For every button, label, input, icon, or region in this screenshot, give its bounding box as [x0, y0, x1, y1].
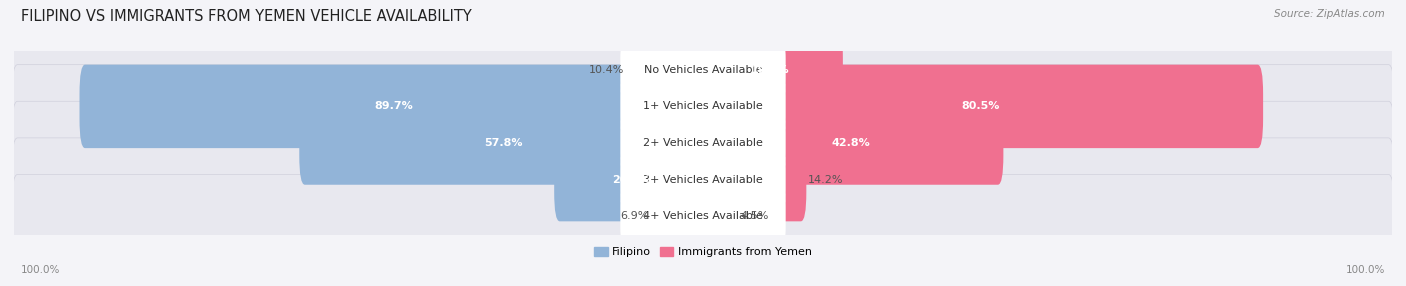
Text: 19.5%: 19.5% [751, 65, 790, 75]
Legend: Filipino, Immigrants from Yemen: Filipino, Immigrants from Yemen [591, 243, 815, 262]
FancyBboxPatch shape [697, 174, 740, 258]
Text: No Vehicles Available: No Vehicles Available [644, 65, 762, 75]
Text: 4.5%: 4.5% [741, 211, 769, 221]
FancyBboxPatch shape [299, 101, 709, 185]
Text: 100.0%: 100.0% [21, 265, 60, 275]
Text: 20.8%: 20.8% [612, 175, 651, 184]
Text: FILIPINO VS IMMIGRANTS FROM YEMEN VEHICLE AVAILABILITY: FILIPINO VS IMMIGRANTS FROM YEMEN VEHICL… [21, 9, 472, 23]
Text: 100.0%: 100.0% [1346, 265, 1385, 275]
FancyBboxPatch shape [697, 65, 1263, 148]
FancyBboxPatch shape [554, 138, 709, 221]
Text: 89.7%: 89.7% [374, 102, 413, 111]
Text: 3+ Vehicles Available: 3+ Vehicles Available [643, 175, 763, 184]
FancyBboxPatch shape [697, 101, 1004, 185]
Text: 4+ Vehicles Available: 4+ Vehicles Available [643, 211, 763, 221]
FancyBboxPatch shape [626, 28, 709, 112]
FancyBboxPatch shape [697, 28, 842, 112]
FancyBboxPatch shape [697, 138, 807, 221]
Text: 2+ Vehicles Available: 2+ Vehicles Available [643, 138, 763, 148]
FancyBboxPatch shape [650, 174, 709, 258]
FancyBboxPatch shape [620, 77, 786, 136]
Text: Source: ZipAtlas.com: Source: ZipAtlas.com [1274, 9, 1385, 19]
FancyBboxPatch shape [80, 65, 709, 148]
Text: 42.8%: 42.8% [831, 138, 870, 148]
FancyBboxPatch shape [13, 28, 1393, 112]
FancyBboxPatch shape [620, 150, 786, 209]
FancyBboxPatch shape [620, 114, 786, 172]
FancyBboxPatch shape [620, 187, 786, 245]
Text: 10.4%: 10.4% [589, 65, 624, 75]
Text: 6.9%: 6.9% [620, 211, 648, 221]
Text: 80.5%: 80.5% [962, 102, 1000, 111]
FancyBboxPatch shape [13, 138, 1393, 221]
FancyBboxPatch shape [620, 41, 786, 99]
FancyBboxPatch shape [13, 174, 1393, 258]
Text: 57.8%: 57.8% [485, 138, 523, 148]
Text: 14.2%: 14.2% [807, 175, 844, 184]
FancyBboxPatch shape [13, 65, 1393, 148]
FancyBboxPatch shape [13, 101, 1393, 185]
Text: 1+ Vehicles Available: 1+ Vehicles Available [643, 102, 763, 111]
